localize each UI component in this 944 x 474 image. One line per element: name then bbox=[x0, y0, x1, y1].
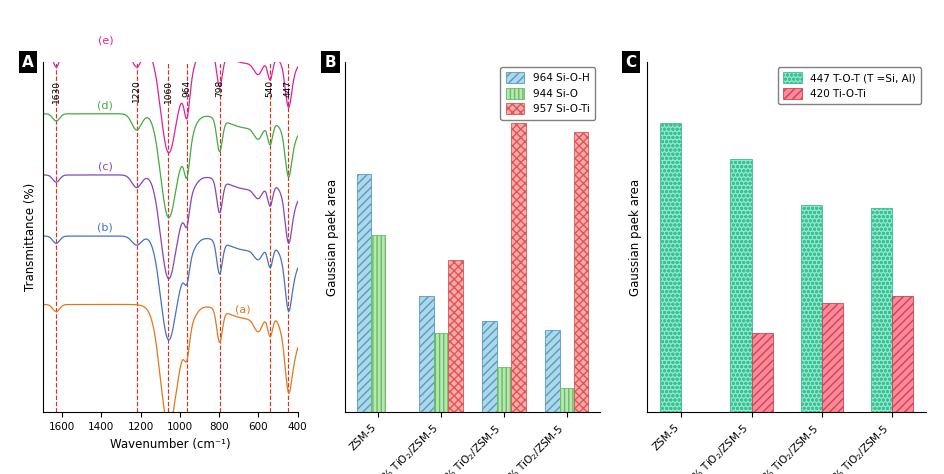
Bar bbox=[730, 159, 750, 412]
Bar bbox=[750, 333, 772, 412]
Text: 964: 964 bbox=[182, 80, 192, 97]
Text: 1220: 1220 bbox=[132, 80, 141, 102]
Bar bbox=[497, 366, 511, 412]
Y-axis label: Gaussian paek area: Gaussian paek area bbox=[326, 178, 339, 296]
Bar bbox=[821, 302, 842, 412]
Bar bbox=[371, 236, 385, 412]
Text: (c): (c) bbox=[98, 161, 112, 171]
Text: (d): (d) bbox=[97, 100, 113, 110]
Text: 1630: 1630 bbox=[52, 80, 60, 102]
Bar bbox=[573, 132, 588, 412]
Bar bbox=[559, 388, 573, 412]
Bar bbox=[800, 205, 821, 412]
Bar bbox=[870, 208, 891, 412]
Legend: 964 Si-O-H, 944 Si-O, 957 Si-O-Ti: 964 Si-O-H, 944 Si-O, 957 Si-O-Ti bbox=[500, 67, 594, 119]
Text: (b): (b) bbox=[97, 222, 113, 233]
Text: 447: 447 bbox=[283, 80, 293, 97]
Y-axis label: Gaussian paek area: Gaussian paek area bbox=[628, 178, 641, 296]
Bar bbox=[419, 296, 433, 412]
Text: B: B bbox=[324, 55, 336, 70]
Bar bbox=[433, 333, 447, 412]
Legend: 447 T-O-T (T =Si, Al), 420 Ti-O-Ti: 447 T-O-T (T =Si, Al), 420 Ti-O-Ti bbox=[777, 67, 919, 104]
X-axis label: Wavenumber (cm⁻¹): Wavenumber (cm⁻¹) bbox=[110, 438, 230, 451]
Bar bbox=[545, 330, 559, 412]
Y-axis label: Transmittance (%): Transmittance (%) bbox=[24, 183, 37, 291]
Bar bbox=[356, 174, 371, 412]
Bar bbox=[511, 123, 525, 412]
Bar bbox=[891, 296, 913, 412]
Text: 1060: 1060 bbox=[163, 80, 173, 102]
Bar bbox=[659, 123, 681, 412]
Text: 540: 540 bbox=[265, 80, 275, 97]
Bar bbox=[447, 260, 463, 412]
Text: A: A bbox=[22, 55, 34, 70]
Text: (a): (a) bbox=[235, 305, 250, 315]
Text: (e): (e) bbox=[97, 36, 113, 46]
Bar bbox=[481, 321, 497, 412]
Text: C: C bbox=[624, 55, 635, 70]
Text: 798: 798 bbox=[215, 80, 224, 97]
